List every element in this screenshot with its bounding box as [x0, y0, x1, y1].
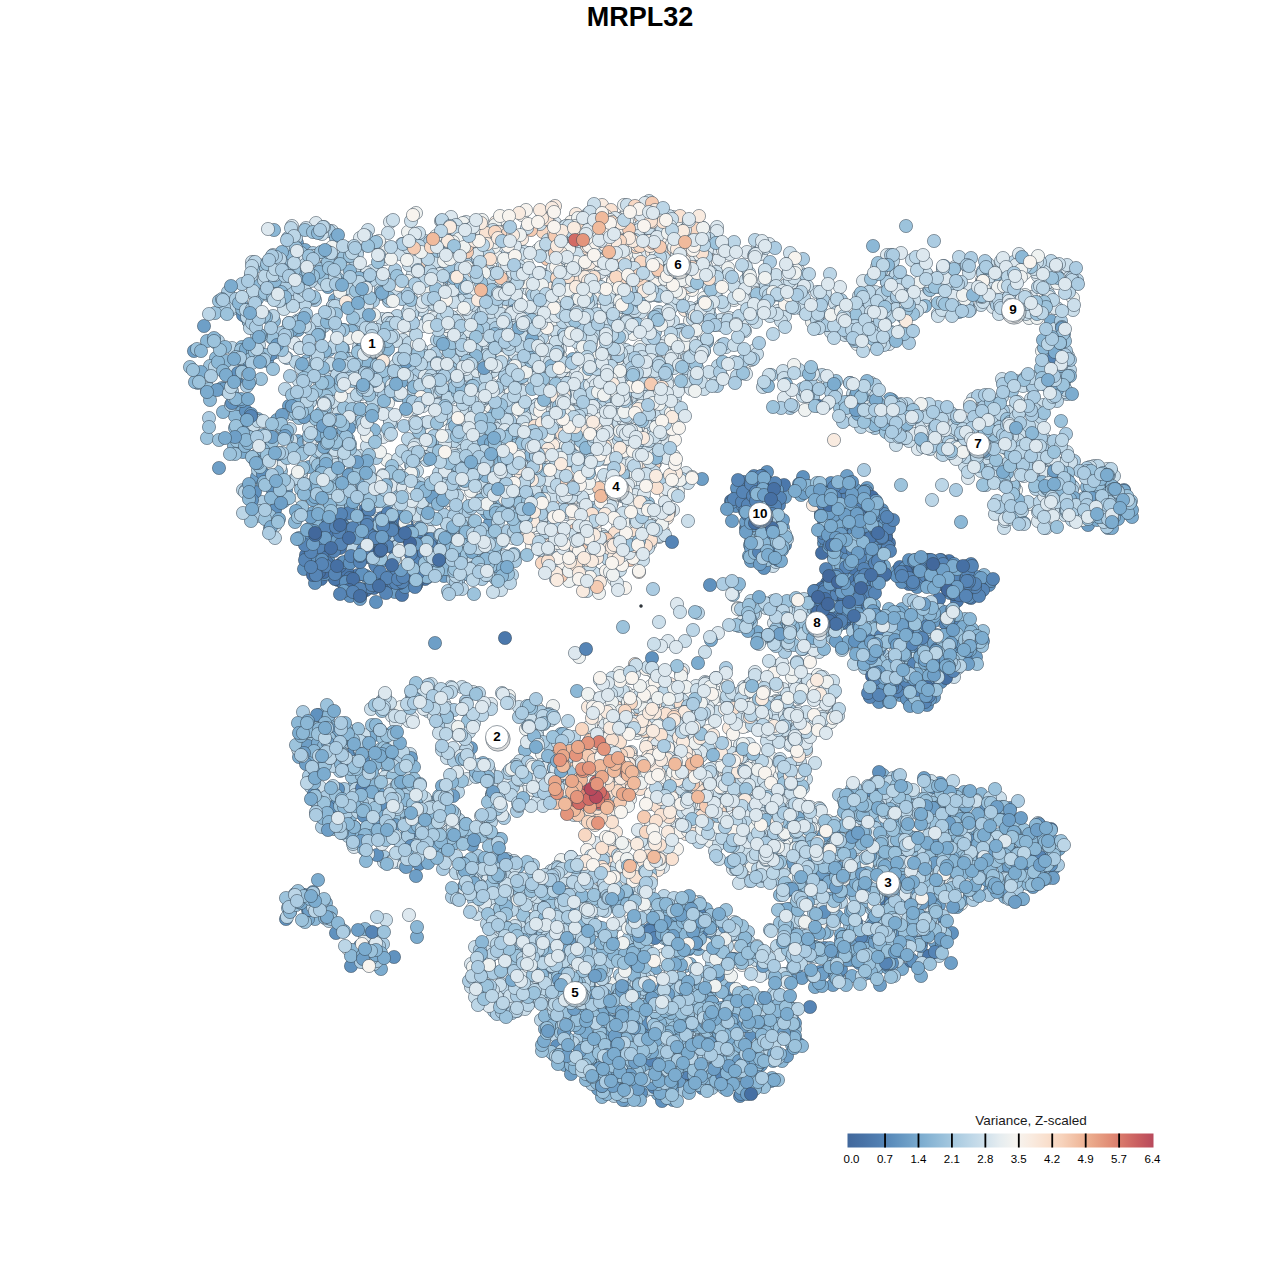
svg-text:4.2: 4.2 [1044, 1153, 1060, 1165]
svg-text:3: 3 [884, 875, 892, 890]
svg-text:3.5: 3.5 [1011, 1153, 1027, 1165]
svg-text:0.7: 0.7 [877, 1153, 893, 1165]
svg-text:5.7: 5.7 [1111, 1153, 1127, 1165]
svg-text:9: 9 [1009, 302, 1017, 317]
svg-text:7: 7 [974, 436, 982, 451]
svg-text:10: 10 [752, 506, 767, 521]
svg-text:MRPL32: MRPL32 [587, 2, 694, 32]
svg-text:5: 5 [571, 985, 579, 1000]
svg-text:2.1: 2.1 [944, 1153, 960, 1165]
svg-text:6.4: 6.4 [1145, 1153, 1162, 1165]
svg-text:6: 6 [674, 257, 682, 272]
svg-text:0.0: 0.0 [844, 1153, 860, 1165]
svg-text:4.9: 4.9 [1078, 1153, 1094, 1165]
svg-text:Variance, Z-scaled: Variance, Z-scaled [975, 1113, 1087, 1128]
svg-text:1.4: 1.4 [910, 1153, 927, 1165]
svg-text:2.8: 2.8 [977, 1153, 993, 1165]
svg-text:1: 1 [368, 336, 376, 351]
svg-text:8: 8 [813, 615, 821, 630]
svg-text:4: 4 [612, 479, 620, 494]
svg-text:2: 2 [493, 729, 501, 744]
